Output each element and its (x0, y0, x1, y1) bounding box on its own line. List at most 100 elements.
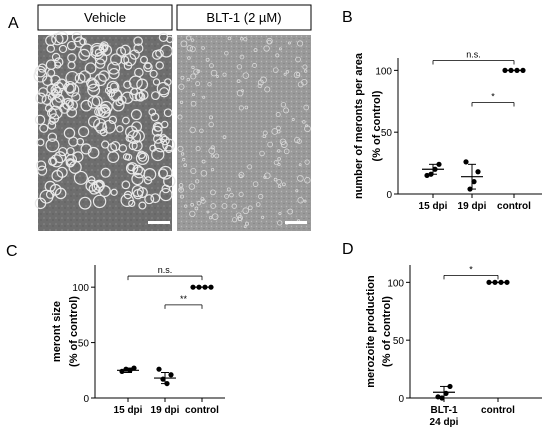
cell (65, 83, 80, 97)
cell (133, 36, 143, 47)
cell (150, 193, 161, 204)
cell (73, 170, 88, 185)
panel-label-c: C (6, 243, 18, 260)
cell (130, 109, 142, 121)
cell (236, 89, 244, 97)
cell (164, 144, 173, 154)
cell (36, 138, 45, 147)
chart-merozoite-production: 0 50 100 merozoite production (% of control)… (365, 264, 542, 428)
cell (134, 92, 144, 102)
cell (158, 165, 173, 180)
significance-label: * (469, 264, 473, 274)
cell (158, 32, 169, 43)
vehicle-label: Vehicle (84, 10, 126, 25)
cell (109, 82, 119, 91)
cell (123, 190, 133, 200)
cell (127, 163, 136, 172)
cell (159, 44, 173, 58)
cell (177, 145, 184, 152)
data-point (498, 279, 504, 285)
cell (239, 54, 245, 60)
data-point (202, 284, 208, 290)
data-point (156, 366, 162, 372)
data-point (196, 284, 202, 290)
y-tick-label: 0 (398, 394, 404, 405)
cell (242, 207, 250, 215)
cell (189, 126, 196, 134)
cell (298, 163, 302, 167)
cell (297, 40, 304, 47)
cell (78, 48, 91, 61)
cell (87, 176, 96, 184)
cell (208, 121, 214, 128)
cell (72, 151, 84, 163)
cell (187, 56, 191, 60)
cell (242, 72, 250, 79)
x-tick-label: control (481, 405, 515, 416)
cell (283, 72, 287, 76)
x-tick-label: control (497, 201, 531, 212)
cell (102, 119, 117, 134)
cell (214, 153, 220, 159)
data-point (439, 395, 445, 401)
cell (179, 187, 183, 191)
cell (42, 75, 53, 86)
cell (195, 146, 201, 152)
cell (256, 202, 261, 207)
cell (221, 203, 228, 209)
cell (210, 154, 215, 158)
data-point (467, 186, 473, 192)
cell (304, 69, 308, 73)
cell (222, 135, 227, 139)
y-tick-label: 50 (393, 336, 405, 347)
cell (67, 99, 78, 111)
cell (263, 175, 267, 179)
cell (238, 191, 244, 197)
cell (252, 63, 257, 68)
cell (136, 78, 149, 91)
cell (236, 64, 243, 70)
y-tick-label: 50 (381, 128, 393, 139)
blt1-label: BLT-1 (2 µM) (206, 10, 281, 25)
cell (224, 50, 229, 56)
cell (240, 89, 244, 93)
x-tick-label: 15 dpi (114, 405, 143, 416)
cell (54, 93, 64, 103)
cell (209, 115, 213, 120)
data-point (190, 284, 196, 290)
cell (134, 67, 144, 78)
scale-bar (285, 221, 307, 224)
cell (107, 150, 120, 164)
data-point (486, 279, 492, 285)
cell (180, 40, 188, 48)
cell (121, 180, 131, 190)
cell (78, 126, 90, 138)
cell (304, 159, 310, 165)
cell (94, 51, 108, 65)
cell (207, 82, 212, 87)
cell (116, 125, 124, 133)
cell (210, 145, 215, 150)
cell (99, 100, 113, 114)
cell (78, 70, 92, 83)
cell (276, 179, 282, 185)
cell (291, 118, 295, 122)
cell (108, 67, 120, 80)
cell (86, 77, 98, 89)
cell (195, 179, 200, 184)
cell (95, 122, 108, 135)
cell (155, 61, 164, 70)
cell (123, 53, 137, 67)
cell (58, 146, 68, 157)
cell (54, 61, 62, 69)
cell (94, 58, 106, 69)
cell (152, 78, 161, 86)
cell (44, 104, 53, 113)
cell (180, 152, 185, 156)
y-tick-label: 50 (78, 339, 90, 350)
cell (226, 187, 231, 192)
data-point (119, 368, 125, 374)
cell (159, 134, 168, 143)
vehicle-header: Vehicle (37, 4, 173, 31)
cell (153, 138, 168, 153)
